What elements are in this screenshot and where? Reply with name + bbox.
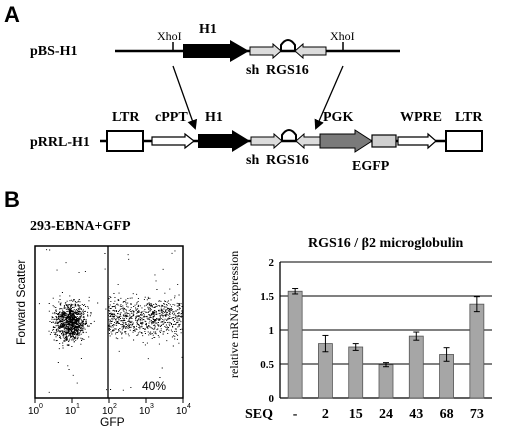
sh-label-row2: sh [246,153,259,168]
flow-x-tick-exponent-4: 4 [187,403,191,410]
sh-label-row1: sh [246,63,259,78]
y-tick-label-2: 1 [269,325,275,337]
rgs16-label-row1: RGS16 [266,63,309,78]
sh-sense-arrow-row1 [249,42,282,60]
xhoi-label-left: XhoI [157,29,182,43]
panel-b-label: B [4,187,20,212]
xhoi-label-right: XhoI [330,29,355,43]
bar-3 [378,364,394,399]
cppt-label: cPPT [155,110,188,125]
insertion-arrow-left [172,65,198,130]
x-category-label-1: 2 [322,407,329,422]
flow-x-tick-exponent-1: 1 [76,403,80,410]
bar-chart: 0 0.5 1 1.5 2 - 2 15 24 43 68 73 [260,257,492,422]
flow-x-tick-label-2: 10 [102,406,114,417]
x-category-label-5: 68 [440,407,454,422]
cppt-arrow [151,132,195,150]
bar-0 [287,290,303,399]
pgk-label: PGK [323,110,353,125]
pgk-promoter-arrow [319,129,373,153]
h1-label-row2: H1 [205,110,223,125]
x-category-label-6: 73 [470,407,484,422]
flow-event-points [38,249,183,393]
flow-x-tick-label-4: 10 [176,406,188,417]
flow-x-tick-exponent-2: 2 [113,403,117,410]
bar-chart-title: RGS16 / β2 microglobulin [308,236,464,251]
insertion-arrow-right [314,65,344,130]
flow-x-tick-exponent-3: 3 [150,403,154,410]
wpre-arrow [397,132,437,150]
panel-a-label: A [4,2,20,27]
x-category-label-0: - [293,407,298,422]
h1-label-row1: H1 [199,22,217,37]
flow-ylabel: Forward Scatter [14,260,28,345]
rgs16-label-row2: RGS16 [266,153,309,168]
hairpin-loop-row2 [281,129,297,141]
bar-2 [348,346,364,399]
flow-x-tick-label-1: 10 [65,406,77,417]
ltr-label-right: LTR [455,110,483,125]
bar-6 [469,303,485,399]
bar-chart-ylabel: relative mRNA expression [227,251,241,378]
bar-chart-xlabel: SEQ [245,407,273,422]
sh-antisense-arrow-row1 [294,42,327,60]
flow-x-tick-label-0: 10 [28,406,40,417]
flow-title: 293-EBNA+GFP [30,219,131,234]
flow-percent-label: 40% [142,379,166,393]
flow-x-tick-exponent-0: 0 [39,403,43,410]
x-category-label-3: 24 [379,407,393,422]
flow-x-tick-label-3: 10 [139,406,151,417]
prrl-h1-label: pRRL-H1 [30,135,90,150]
egfp-box [371,134,397,148]
egfp-label: EGFP [352,159,390,174]
y-tick-label-0: 0 [269,393,275,405]
bar-4 [408,335,424,399]
y-tick-label-4: 2 [269,257,275,269]
h1-promoter-arrow-row2 [198,130,250,152]
ltr-box-left [106,130,144,152]
y-tick-label-3: 1.5 [260,291,274,303]
hairpin-loop-row1 [280,39,296,51]
ltr-box-right [445,130,483,152]
y-tick-label-1: 0.5 [260,359,274,371]
ltr-label-left: LTR [112,110,140,125]
wpre-label: WPRE [400,110,442,125]
flow-xlabel: GFP [100,415,125,428]
flow-scatter-dots [38,249,183,393]
x-category-label-2: 15 [349,407,363,422]
x-category-label-4: 43 [409,407,423,422]
pbs-h1-label: pBS-H1 [30,44,77,59]
sh-sense-arrow-row2 [250,132,283,150]
h1-promoter-arrow-row1 [183,40,249,62]
flow-x-axis: 10 0 10 1 10 2 10 3 10 4 [28,398,191,417]
